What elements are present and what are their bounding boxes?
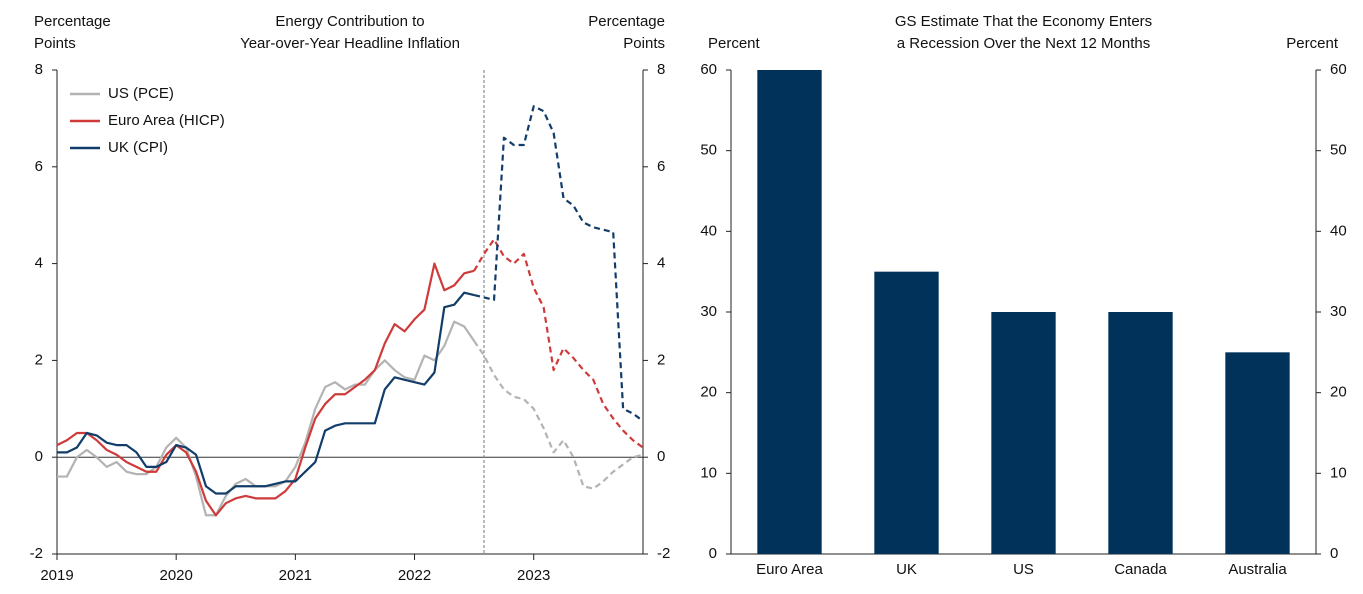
y-tick-label: 30: [700, 303, 717, 320]
y2-tick-label: 20: [1330, 384, 1347, 401]
series-line: [57, 291, 475, 495]
chart-title: GS Estimate That the Economy Enters: [895, 13, 1152, 30]
y2-tick-label: 0: [657, 448, 665, 465]
y2-axis-label: Percentage: [588, 13, 665, 30]
x-tick-label: 2020: [159, 567, 192, 584]
y-tick-label: 60: [700, 61, 717, 78]
y2-tick-label: 40: [1330, 222, 1347, 239]
bar: [874, 271, 939, 554]
y-tick-label: 40: [700, 222, 717, 239]
bar: [1108, 312, 1173, 554]
series-line-projection: [473, 105, 644, 422]
legend-label: US (PCE): [108, 85, 174, 102]
y-tick-label: 10: [700, 464, 717, 481]
x-tick-label: Euro Area: [756, 561, 823, 578]
x-tick-label: 2022: [398, 567, 431, 584]
y2-axis-label: Points: [623, 35, 665, 52]
bar: [757, 70, 822, 554]
bar: [1225, 352, 1290, 554]
y-axis-label: Percentage: [34, 13, 111, 30]
chart-title: Year-over-Year Headline Inflation: [240, 35, 460, 52]
x-tick-label: 2021: [279, 567, 312, 584]
series-line-projection: [473, 238, 644, 449]
y-tick-label: 0: [35, 448, 43, 465]
series-line-projection: [473, 340, 644, 490]
y-axis-label: Percent: [708, 35, 761, 52]
y2-tick-label: 6: [657, 158, 665, 175]
bar: [991, 312, 1056, 554]
y2-tick-label: 4: [657, 255, 665, 272]
y-axis-label: Points: [34, 35, 76, 52]
x-tick-label: Canada: [1114, 561, 1167, 578]
x-tick-label: 2023: [517, 567, 550, 584]
y2-tick-label: 60: [1330, 61, 1347, 78]
y-tick-label: 8: [35, 61, 43, 78]
y2-tick-label: 8: [657, 61, 665, 78]
y-tick-label: -2: [30, 545, 43, 562]
y-tick-label: 50: [700, 142, 717, 159]
legend-label: UK (CPI): [108, 139, 168, 156]
y-tick-label: 0: [709, 545, 717, 562]
x-tick-label: UK: [896, 561, 917, 578]
chart-title: a Recession Over the Next 12 Months: [897, 35, 1150, 52]
x-tick-label: Australia: [1228, 561, 1287, 578]
chart-title: Energy Contribution to: [275, 13, 424, 30]
y-tick-label: 6: [35, 158, 43, 175]
y-tick-label: 4: [35, 255, 43, 272]
y2-tick-label: 0: [1330, 545, 1338, 562]
y2-tick-label: 30: [1330, 303, 1347, 320]
y-tick-label: 2: [35, 351, 43, 368]
legend-label: Euro Area (HICP): [108, 112, 225, 129]
y2-axis-label: Percent: [1286, 35, 1339, 52]
y2-tick-label: 50: [1330, 142, 1347, 159]
y2-tick-label: 2: [657, 351, 665, 368]
x-tick-label: 2019: [40, 567, 73, 584]
x-tick-label: US: [1013, 561, 1034, 578]
y2-tick-label: 10: [1330, 464, 1347, 481]
y-tick-label: 20: [700, 384, 717, 401]
series-line: [56, 262, 475, 517]
y2-tick-label: -2: [657, 545, 670, 562]
